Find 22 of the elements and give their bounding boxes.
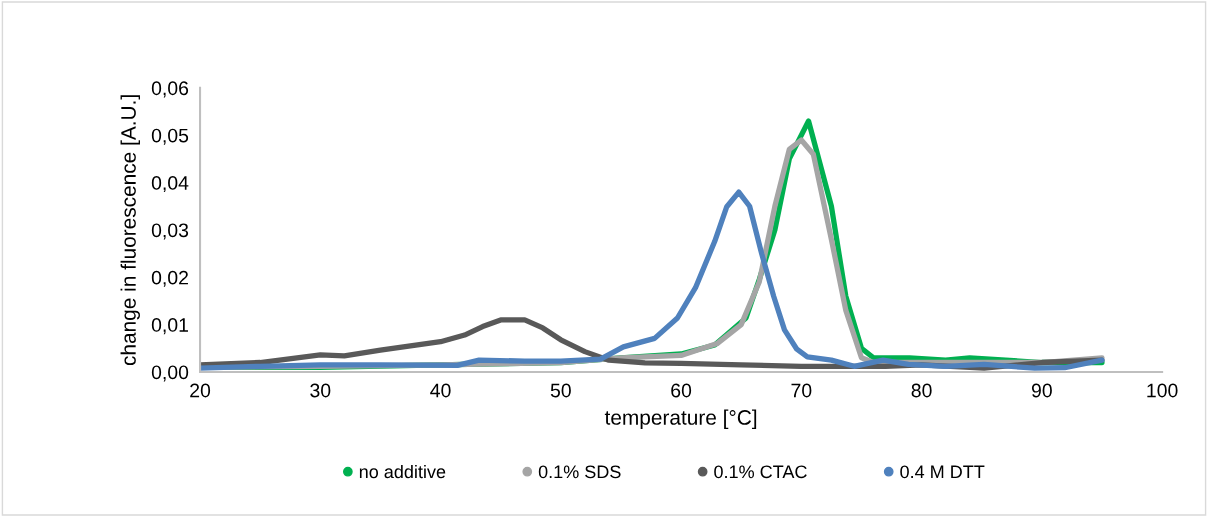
x-tick-label: 70	[791, 383, 812, 398]
y-tick-label: 0,00	[151, 365, 189, 382]
y-tick-label: 0,02	[151, 270, 188, 287]
x-tick-label: 90	[1031, 383, 1052, 398]
legend-label: 0.1% CTAC	[714, 465, 807, 479]
y-axis-title: change in fluorescence [A.U.]	[120, 95, 140, 366]
y-tick-label: 0,01	[151, 318, 188, 335]
legend-label: 0.1% SDS	[538, 465, 621, 479]
x-tick-label: 60	[671, 383, 692, 398]
x-tick-label: 20	[190, 383, 211, 398]
x-axis-title: temperature [°C]	[604, 409, 757, 429]
x-tick-label: 40	[430, 383, 451, 398]
legend-label: 0.4 M DTT	[900, 465, 985, 479]
y-tick-label: 0,03	[151, 223, 189, 240]
y-tick-label: 0,05	[151, 128, 189, 145]
x-tick-label: 80	[911, 383, 932, 398]
y-tick-label: 0,04	[151, 176, 189, 193]
legend-label: no additive	[359, 464, 446, 479]
x-tick-label: 30	[310, 383, 331, 398]
y-tick-label: 0,06	[151, 81, 189, 98]
x-tick-label: 100	[1147, 383, 1178, 398]
x-tick-label: 50	[550, 383, 571, 398]
